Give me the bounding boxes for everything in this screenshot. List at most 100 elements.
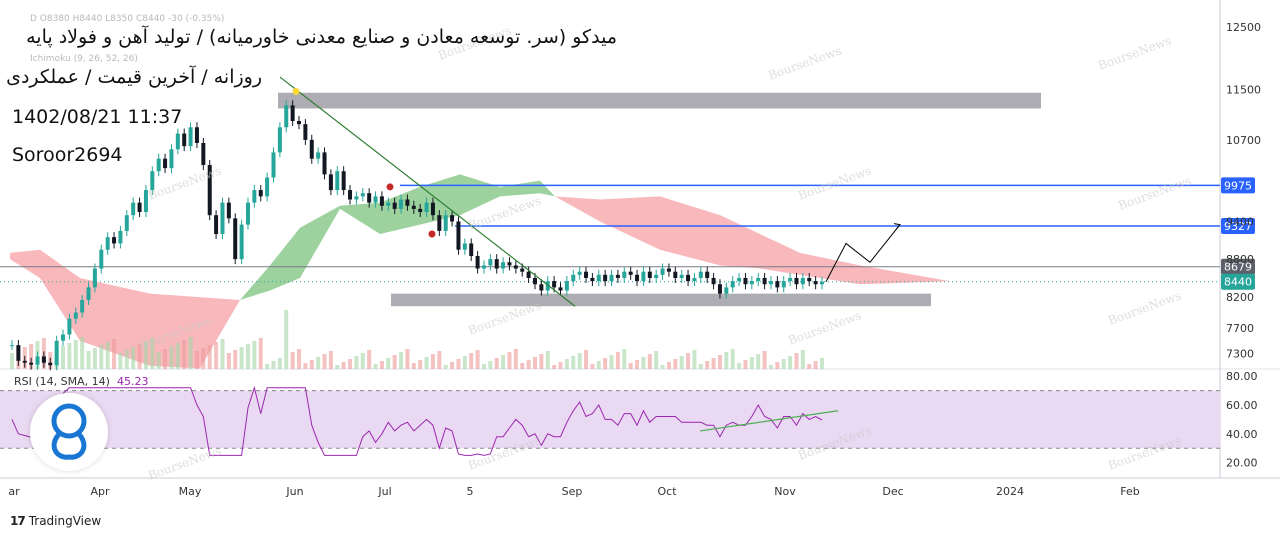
- volume-bar: [647, 354, 652, 369]
- projection-arrows: [825, 223, 901, 282]
- volume-bar: [692, 350, 697, 369]
- candle-body: [303, 124, 308, 140]
- candle-body: [194, 127, 199, 143]
- volume-bar: [475, 350, 480, 369]
- volume-bars: [10, 310, 824, 369]
- candle-body: [513, 265, 518, 269]
- candle-body: [603, 274, 608, 282]
- chart-datetime: 1402/08/21 11:37: [12, 106, 183, 128]
- candle-body: [290, 105, 295, 122]
- volume-bar: [194, 351, 199, 369]
- candle-body: [488, 259, 493, 266]
- volume-bar: [673, 359, 678, 369]
- candle-body: [443, 215, 448, 231]
- candle-body: [686, 274, 691, 282]
- price-tick-label: 7700: [1226, 322, 1254, 335]
- volume-bar: [596, 361, 601, 369]
- candle-body: [768, 281, 773, 285]
- volume-bar: [271, 361, 276, 369]
- candle-body: [322, 152, 327, 175]
- volume-bar: [654, 351, 659, 369]
- rsi-panel: [0, 385, 1220, 456]
- candle-body: [520, 268, 525, 272]
- volume-bar: [552, 365, 557, 369]
- volume-bar: [252, 341, 257, 369]
- candle-body: [86, 287, 91, 300]
- volume-bar: [526, 360, 531, 369]
- volume-bar: [507, 352, 512, 369]
- chart-title: میدکو (سر. توسعه معادن و صنایع معدنی خاو…: [26, 26, 617, 48]
- time-tick-label: Dec: [882, 485, 903, 498]
- volume-bar: [322, 354, 327, 369]
- watermark-text: BourseNews: [1116, 173, 1193, 212]
- signal-dot: [386, 183, 394, 191]
- candle-body: [584, 271, 589, 278]
- candle-body: [558, 287, 563, 291]
- volume-bar: [571, 356, 576, 369]
- tradingview-brand[interactable]: 17 TradingView: [10, 514, 101, 528]
- volume-bar: [316, 357, 321, 369]
- price-tick-label: 7300: [1226, 347, 1254, 360]
- candle-body: [252, 190, 257, 203]
- volume-bar: [150, 338, 155, 369]
- volume-bar: [424, 357, 429, 369]
- volume-bar: [373, 364, 378, 369]
- projection-path: [825, 224, 901, 282]
- watermark-text: BourseNews: [786, 308, 863, 347]
- candle-body: [335, 171, 340, 191]
- rsi-tick-label: 20.00: [1226, 457, 1258, 470]
- candle-body: [756, 277, 761, 282]
- candle-body: [462, 243, 467, 250]
- volume-bar: [284, 310, 289, 369]
- price-badge-label: 8440: [1224, 276, 1252, 289]
- candle-body: [105, 237, 110, 250]
- volume-bar: [277, 358, 282, 369]
- candle-body: [794, 277, 799, 285]
- candle-body: [654, 274, 659, 278]
- volume-bar: [807, 364, 812, 369]
- price-badge: [1221, 177, 1255, 194]
- candle-body: [596, 274, 601, 282]
- candle-body: [788, 277, 793, 282]
- candle-body: [405, 199, 410, 206]
- candle-body: [80, 299, 85, 313]
- candle-body: [277, 127, 282, 153]
- downtrend-line: [279, 76, 576, 307]
- candle-body: [10, 345, 14, 347]
- rsi-tick-label: 40.00: [1226, 428, 1258, 441]
- volume-bar: [182, 340, 187, 369]
- tradingview-brand-label: TradingView: [28, 514, 102, 528]
- candle-body: [258, 190, 263, 197]
- volume-bar: [418, 360, 423, 369]
- candle-body: [348, 190, 353, 200]
- watermark-text: BourseNews: [796, 163, 873, 202]
- volume-bar: [450, 362, 455, 369]
- candle-body: [647, 271, 652, 278]
- volume-bar: [73, 340, 78, 369]
- volume-bar: [86, 351, 91, 369]
- volume-bar: [163, 349, 168, 369]
- price-tick-label: 11500: [1226, 84, 1261, 97]
- candle-body: [437, 215, 442, 231]
- rsi-legend-label: RSI (14, SMA, 14): [14, 375, 110, 388]
- candle-body: [564, 281, 569, 291]
- candle-body: [539, 284, 544, 291]
- volume-bar: [386, 358, 391, 369]
- price-tick-label: 10700: [1226, 134, 1261, 147]
- candle-body: [35, 356, 40, 365]
- volume-bar: [405, 349, 410, 369]
- time-tick-label: ar: [8, 485, 20, 498]
- candle-body: [169, 149, 174, 169]
- volume-bar: [698, 364, 703, 369]
- horizontal-levels: 9975 9327 8679 8440: [0, 177, 1255, 290]
- candle-body: [226, 202, 231, 219]
- candle-body: [233, 218, 238, 260]
- time-tick-label: Jul: [377, 485, 391, 498]
- volume-bar: [430, 354, 435, 369]
- price-tick-label: 12500: [1226, 21, 1261, 34]
- volume-bar: [392, 355, 397, 369]
- watermark-text: BourseNews: [1096, 33, 1173, 72]
- volume-bar: [61, 346, 66, 369]
- price-zones: [278, 92, 1041, 307]
